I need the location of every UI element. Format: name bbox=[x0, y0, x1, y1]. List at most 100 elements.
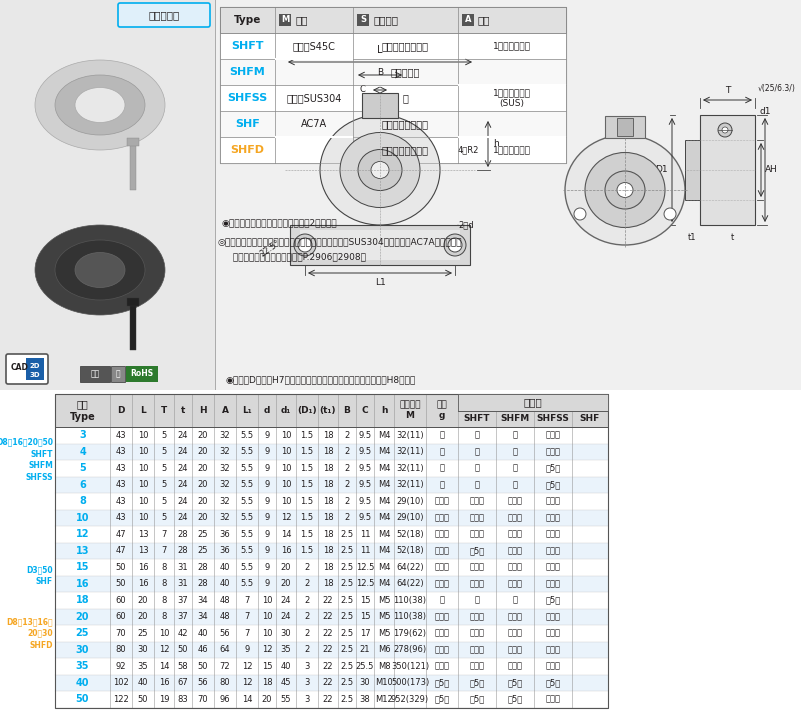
Text: 型式
Type: 型式 Type bbox=[70, 400, 95, 421]
Text: 2D: 2D bbox=[30, 363, 40, 369]
Text: 1.5: 1.5 bbox=[300, 497, 313, 506]
Text: 14: 14 bbox=[280, 530, 292, 539]
Text: 50: 50 bbox=[76, 694, 89, 704]
Text: 9.5: 9.5 bbox=[358, 497, 372, 506]
Text: 18: 18 bbox=[323, 431, 333, 439]
Text: 第5天: 第5天 bbox=[434, 695, 449, 704]
FancyBboxPatch shape bbox=[118, 3, 210, 27]
Text: h: h bbox=[493, 140, 499, 148]
Text: 5.5: 5.5 bbox=[240, 447, 254, 456]
Text: 12: 12 bbox=[262, 645, 272, 654]
Ellipse shape bbox=[444, 234, 466, 256]
Text: 1.5: 1.5 bbox=[300, 431, 313, 439]
Text: M4: M4 bbox=[378, 497, 390, 506]
Text: 18: 18 bbox=[323, 513, 333, 522]
Text: 32: 32 bbox=[219, 480, 231, 489]
Text: 22: 22 bbox=[323, 645, 333, 654]
Text: －: － bbox=[474, 431, 480, 439]
Text: T: T bbox=[725, 86, 731, 95]
Text: 43: 43 bbox=[115, 447, 127, 456]
Text: 9: 9 bbox=[264, 513, 270, 522]
Text: 16: 16 bbox=[159, 678, 169, 687]
Text: 43: 43 bbox=[115, 431, 127, 439]
Text: 96: 96 bbox=[219, 695, 231, 704]
Text: M4: M4 bbox=[378, 431, 390, 439]
Text: 24: 24 bbox=[178, 431, 188, 439]
Text: 库存品: 库存品 bbox=[545, 563, 561, 572]
Text: 第5天: 第5天 bbox=[469, 695, 485, 704]
Text: 64: 64 bbox=[219, 645, 231, 654]
Text: M5: M5 bbox=[378, 628, 390, 638]
Text: 12: 12 bbox=[242, 662, 252, 670]
Text: －: － bbox=[440, 596, 445, 605]
Text: 35: 35 bbox=[76, 661, 89, 671]
Text: L₁: L₁ bbox=[242, 406, 252, 415]
Text: 18: 18 bbox=[323, 480, 333, 489]
Bar bbox=[55, 526, 608, 542]
Text: 库存品: 库存品 bbox=[508, 546, 522, 555]
Text: D8～13・16・
20～30
SHFD: D8～13・16・ 20～30 SHFD bbox=[6, 617, 53, 649]
Text: 第5天: 第5天 bbox=[545, 480, 561, 489]
Text: 30: 30 bbox=[280, 628, 292, 638]
Bar bbox=[220, 85, 566, 111]
Text: 36: 36 bbox=[219, 530, 231, 539]
Text: 40: 40 bbox=[198, 628, 208, 638]
Text: 1.5: 1.5 bbox=[300, 546, 313, 555]
Bar bbox=[55, 625, 608, 641]
Bar bbox=[458, 394, 608, 411]
Text: 20: 20 bbox=[198, 480, 208, 489]
Text: L: L bbox=[377, 45, 383, 55]
Text: ◉根据类型和尺寸的不同，可能存在2处开口。: ◉根据类型和尺寸的不同，可能存在2处开口。 bbox=[222, 219, 338, 227]
Text: 47: 47 bbox=[115, 530, 127, 539]
Text: 5.5: 5.5 bbox=[240, 431, 254, 439]
Text: 25: 25 bbox=[198, 546, 208, 555]
Bar bbox=[55, 576, 608, 592]
Text: 库存品: 库存品 bbox=[545, 497, 561, 506]
Text: d: d bbox=[264, 406, 270, 415]
Text: 库存品: 库存品 bbox=[508, 645, 522, 654]
Text: 10: 10 bbox=[138, 447, 148, 456]
Text: 10: 10 bbox=[280, 480, 292, 489]
Text: 2.5: 2.5 bbox=[340, 579, 353, 588]
Text: 相当于SUS304: 相当于SUS304 bbox=[286, 93, 342, 103]
Bar bbox=[55, 394, 608, 707]
Text: 库存品: 库存品 bbox=[434, 628, 449, 638]
Text: 库存品: 库存品 bbox=[469, 645, 485, 654]
Text: d₁: d₁ bbox=[281, 406, 291, 415]
Text: 库存品: 库存品 bbox=[508, 613, 522, 621]
Bar bbox=[220, 33, 566, 59]
Text: 43: 43 bbox=[115, 497, 127, 506]
Ellipse shape bbox=[358, 149, 402, 190]
Text: 16: 16 bbox=[76, 578, 89, 589]
Text: 四氧化三铁保护膜: 四氧化三铁保护膜 bbox=[382, 41, 429, 51]
Text: 库存品: 库存品 bbox=[508, 530, 522, 539]
Text: M5: M5 bbox=[378, 613, 390, 621]
Text: t1: t1 bbox=[688, 233, 696, 242]
Text: 12.5: 12.5 bbox=[356, 563, 374, 572]
Ellipse shape bbox=[294, 234, 316, 256]
Text: 9: 9 bbox=[264, 546, 270, 555]
Bar bbox=[290, 225, 470, 265]
Bar bbox=[605, 116, 645, 138]
Text: M4: M4 bbox=[378, 513, 390, 522]
Text: 2.5: 2.5 bbox=[340, 645, 353, 654]
Text: 库存品: 库存品 bbox=[545, 579, 561, 588]
Text: －: － bbox=[474, 464, 480, 473]
Text: 20: 20 bbox=[262, 695, 272, 704]
Text: 10: 10 bbox=[138, 431, 148, 439]
Text: 9.5: 9.5 bbox=[358, 431, 372, 439]
Text: RoHS: RoHS bbox=[131, 369, 154, 379]
Ellipse shape bbox=[371, 161, 389, 179]
Bar bbox=[55, 394, 608, 427]
Bar bbox=[26, 358, 44, 380]
Text: M: M bbox=[281, 15, 289, 25]
Bar bbox=[55, 460, 608, 476]
Text: 5: 5 bbox=[79, 463, 86, 473]
Text: 18: 18 bbox=[323, 563, 333, 572]
Text: －: － bbox=[513, 596, 517, 605]
Text: 库存品: 库存品 bbox=[469, 662, 485, 670]
Text: 22.5°: 22.5° bbox=[258, 238, 282, 258]
Ellipse shape bbox=[75, 253, 125, 287]
Text: －: － bbox=[513, 447, 517, 456]
Text: －: － bbox=[440, 464, 445, 473]
